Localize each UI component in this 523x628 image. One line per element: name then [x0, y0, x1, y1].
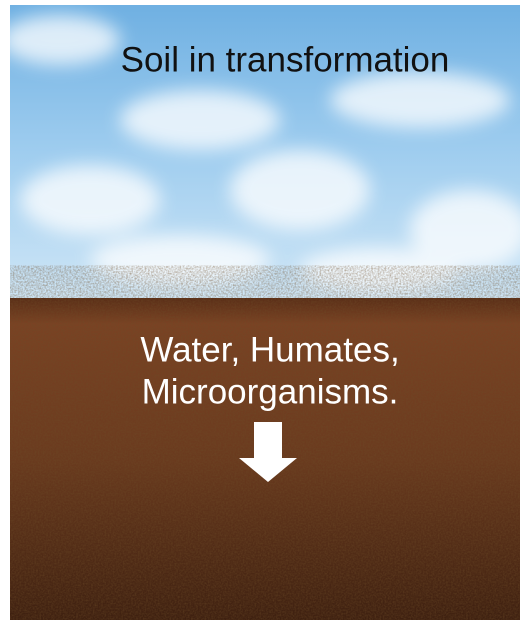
- title: Soil in transformation: [121, 40, 450, 79]
- page: Soil in transformation Water, Humates, M…: [0, 0, 523, 628]
- poster: Soil in transformation Water, Humates, M…: [0, 0, 523, 628]
- caption-line: Water, Humates,: [140, 330, 399, 369]
- caption-line: Microorganisms.: [142, 372, 399, 411]
- photo: [0, 5, 523, 620]
